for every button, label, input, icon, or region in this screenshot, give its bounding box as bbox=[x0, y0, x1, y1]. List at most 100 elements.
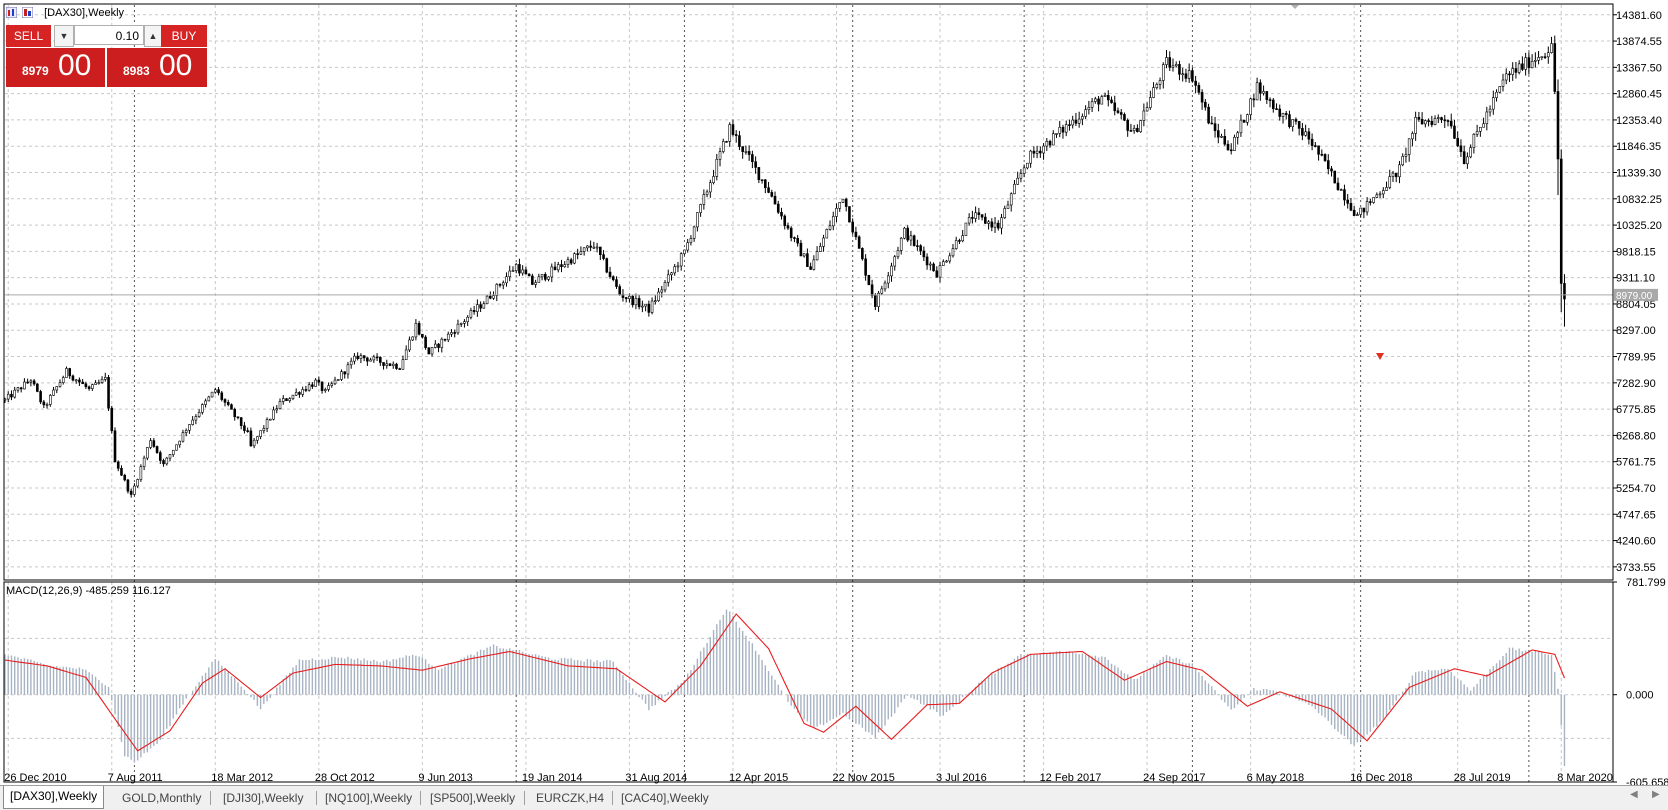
candle-body bbox=[831, 216, 835, 227]
tab-dji30-weekly[interactable]: [DJI30],Weekly bbox=[223, 791, 304, 805]
date-tick-label: 7 Aug 2011 bbox=[108, 772, 163, 784]
candle-body bbox=[967, 217, 971, 224]
candle-body bbox=[1381, 190, 1385, 195]
date-tick-label: 9 Jun 2013 bbox=[418, 772, 472, 784]
ask-price-button[interactable]: 8983 00 bbox=[107, 48, 207, 87]
candle-body bbox=[864, 258, 867, 276]
candle-body bbox=[1375, 194, 1379, 198]
candle-body bbox=[1236, 132, 1239, 138]
candle-body bbox=[925, 256, 929, 266]
candle-body bbox=[123, 474, 127, 481]
candle-body bbox=[262, 428, 266, 431]
candle-body bbox=[605, 258, 609, 273]
candle-body bbox=[802, 253, 806, 257]
candle-body bbox=[987, 221, 990, 224]
one-click-trade-panel: SELL ▼ 0.10 ▲ BUY 8979 00 8983 00 bbox=[6, 25, 207, 87]
candle-body bbox=[773, 196, 777, 205]
candle-body bbox=[608, 271, 612, 277]
candle-body bbox=[592, 246, 596, 249]
candle-body bbox=[767, 187, 770, 193]
bid-price-button[interactable]: 8979 00 bbox=[6, 48, 106, 87]
candle-body bbox=[68, 368, 72, 377]
candle-body bbox=[472, 310, 476, 312]
candle-body bbox=[55, 386, 59, 391]
candle-body bbox=[929, 263, 932, 266]
candle-body bbox=[453, 332, 457, 334]
chart-area[interactable]: 14381.60 13874.55 13367.50 12860.45 12353.40… bbox=[0, 0, 1668, 785]
candle-body bbox=[741, 146, 744, 152]
tab-dax30-weekly[interactable]: [DAX30],Weekly bbox=[3, 786, 105, 809]
candle-body bbox=[809, 266, 812, 270]
candle-body bbox=[414, 323, 418, 338]
candle-body bbox=[1139, 120, 1142, 133]
candle-body bbox=[721, 141, 725, 152]
candle-body bbox=[1482, 123, 1485, 128]
candle-body bbox=[634, 298, 638, 306]
candle-body bbox=[1336, 182, 1340, 191]
one-click-trading-icon[interactable] bbox=[22, 7, 34, 18]
candle-body bbox=[36, 383, 39, 392]
macd-tick-label: -605.658 bbox=[1626, 777, 1668, 785]
candle-body bbox=[116, 461, 120, 469]
tab-eurczk-h4[interactable]: EURCZK,H4 bbox=[536, 791, 605, 805]
candle-body bbox=[281, 398, 285, 402]
candle-body bbox=[531, 275, 534, 285]
sell-button[interactable]: SELL bbox=[6, 25, 52, 47]
candle-body bbox=[1414, 117, 1417, 134]
candle-body bbox=[372, 356, 376, 361]
candle-body bbox=[1356, 214, 1359, 216]
candle-body bbox=[188, 424, 191, 431]
tabs-scroll-left-icon[interactable]: ◀ bbox=[1630, 789, 1638, 800]
tabs-scroll-right-icon[interactable]: ▶ bbox=[1652, 789, 1660, 800]
candle-body bbox=[81, 381, 84, 385]
tab-nq100-weekly[interactable]: [NQ100],Weekly bbox=[325, 791, 413, 805]
tab-separator bbox=[524, 791, 525, 805]
candle-body bbox=[239, 417, 243, 427]
candle-body bbox=[870, 284, 874, 296]
candle-body bbox=[256, 436, 259, 441]
candle-body bbox=[97, 382, 101, 384]
tab-cac40-weekly[interactable]: [CAC40],Weekly bbox=[621, 791, 709, 805]
candle-body bbox=[1187, 70, 1191, 79]
candle-body bbox=[246, 430, 249, 432]
candle-body bbox=[1064, 124, 1068, 133]
lot-size-input[interactable]: 0.10 bbox=[74, 25, 144, 45]
lot-increase-button[interactable]: ▲ bbox=[144, 25, 162, 47]
candle-body bbox=[78, 379, 81, 383]
candle-body bbox=[899, 237, 903, 251]
candle-body bbox=[379, 357, 382, 363]
candle-body bbox=[401, 359, 405, 370]
lot-decrease-button[interactable]: ▼ bbox=[54, 25, 74, 47]
candle-body bbox=[974, 212, 977, 219]
candle-body bbox=[349, 360, 353, 366]
candle-body bbox=[683, 249, 686, 255]
candle-body bbox=[1404, 154, 1408, 157]
buy-button[interactable]: BUY bbox=[161, 25, 207, 47]
tab-sp500-weekly[interactable]: [SP500],Weekly bbox=[430, 791, 516, 805]
candle-body bbox=[1517, 63, 1521, 73]
candle-body bbox=[201, 404, 204, 413]
candle-body bbox=[696, 212, 699, 228]
candle-body bbox=[1349, 203, 1353, 211]
candle-body bbox=[1427, 120, 1430, 122]
candle-body bbox=[709, 182, 712, 193]
candle-body bbox=[941, 261, 945, 266]
candle-body bbox=[586, 245, 589, 249]
candle-body bbox=[1401, 156, 1404, 166]
candle-body bbox=[534, 282, 537, 285]
candle-body bbox=[1294, 119, 1298, 122]
candle-body bbox=[1449, 120, 1453, 127]
candle-body bbox=[427, 347, 431, 355]
candle-body bbox=[563, 264, 567, 268]
candle-body bbox=[1191, 70, 1194, 82]
price-grid bbox=[5, 5, 1613, 580]
candle-body bbox=[23, 381, 26, 390]
candle-body bbox=[1016, 177, 1019, 185]
price-tick-label: 11339.30 bbox=[1616, 168, 1661, 180]
candle-body bbox=[1317, 145, 1320, 155]
candle-body bbox=[747, 151, 751, 155]
candle-body bbox=[71, 375, 75, 381]
candle-body bbox=[1184, 73, 1188, 79]
candle-body bbox=[362, 355, 366, 359]
tab-gold-monthly[interactable]: GOLD,Monthly bbox=[122, 791, 202, 805]
